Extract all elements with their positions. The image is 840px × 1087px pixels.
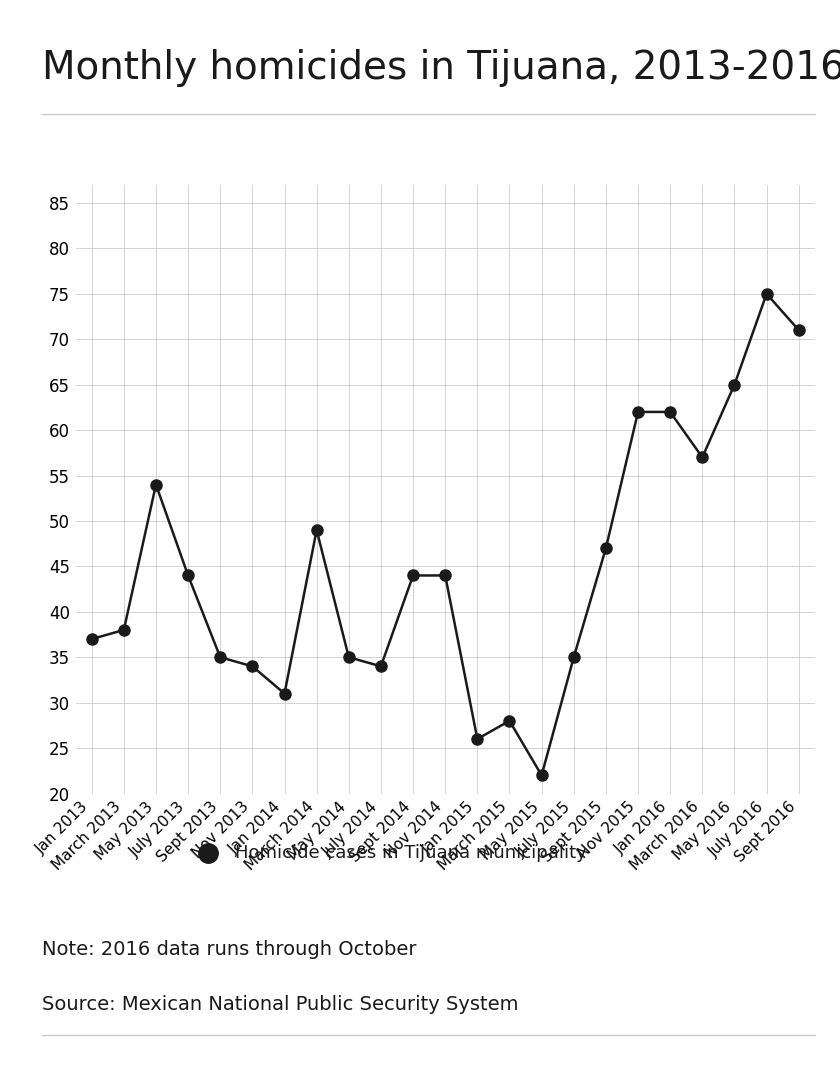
Text: Note: 2016 data runs through October: Note: 2016 data runs through October	[42, 940, 417, 959]
Text: Source: Mexican National Public Security System: Source: Mexican National Public Security…	[42, 995, 518, 1013]
Text: Homicide cases in Tijuana municipality: Homicide cases in Tijuana municipality	[235, 845, 586, 862]
Text: Monthly homicides in Tijuana, 2013-2016: Monthly homicides in Tijuana, 2013-2016	[42, 49, 840, 87]
